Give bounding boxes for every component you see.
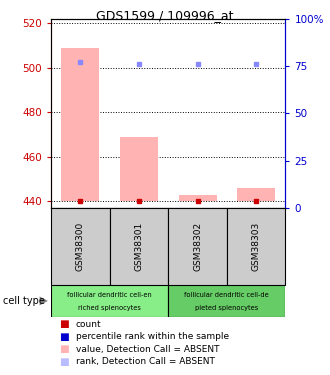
Text: GSM38303: GSM38303	[252, 222, 261, 271]
Text: follicular dendritic cell-de: follicular dendritic cell-de	[184, 292, 269, 298]
Text: follicular dendritic cell-en: follicular dendritic cell-en	[67, 292, 152, 298]
Text: GSM38301: GSM38301	[135, 222, 144, 271]
Text: GDS1599 / 109996_at: GDS1599 / 109996_at	[96, 9, 234, 22]
Text: cell type: cell type	[3, 296, 45, 306]
Bar	[51, 208, 110, 285]
Text: ■: ■	[59, 332, 69, 342]
Bar	[227, 208, 285, 285]
Text: ■: ■	[59, 357, 69, 366]
Text: GSM38300: GSM38300	[76, 222, 85, 271]
Bar	[168, 285, 285, 317]
Bar	[120, 137, 158, 201]
Text: ■: ■	[59, 320, 69, 329]
Text: pleted splenocytes: pleted splenocytes	[195, 305, 258, 311]
Polygon shape	[40, 296, 48, 305]
Bar	[179, 195, 216, 201]
Text: percentile rank within the sample: percentile rank within the sample	[76, 332, 229, 341]
Bar	[61, 48, 99, 201]
Text: rank, Detection Call = ABSENT: rank, Detection Call = ABSENT	[76, 357, 215, 366]
Text: GSM38302: GSM38302	[193, 222, 202, 271]
Text: count: count	[76, 320, 102, 329]
Text: riched splenocytes: riched splenocytes	[78, 305, 141, 311]
Bar	[237, 188, 275, 201]
Bar	[168, 208, 227, 285]
Text: ■: ■	[59, 344, 69, 354]
Text: value, Detection Call = ABSENT: value, Detection Call = ABSENT	[76, 345, 219, 354]
Bar	[51, 285, 168, 317]
Bar	[110, 208, 168, 285]
